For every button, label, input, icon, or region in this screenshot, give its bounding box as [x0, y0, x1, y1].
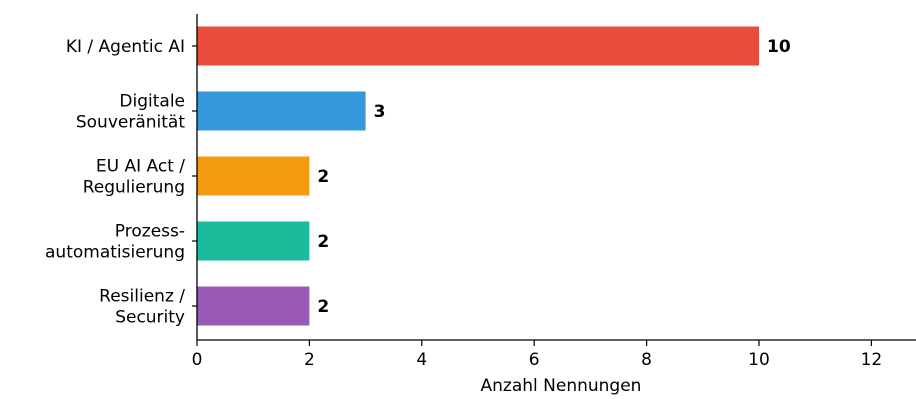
value-label-4: 2 [317, 297, 329, 317]
x-tick-label-6: 12 [861, 350, 883, 370]
x-axis-title: Anzahl Nennungen [481, 376, 642, 396]
x-tick-label-1: 2 [304, 350, 315, 370]
bar-4 [197, 286, 310, 326]
category-label-1: Digitale Souveränität [76, 92, 185, 133]
bar-1 [197, 91, 366, 131]
bar-0 [197, 26, 759, 66]
bar-3 [197, 221, 310, 261]
value-label-3: 2 [317, 232, 329, 252]
x-tick-label-2: 4 [416, 350, 427, 370]
plot-area: 10 KI / Agentic AI 3 Digitale Souveränität 2 E… [45, 26, 883, 370]
category-label-0: KI / Agentic AI [66, 37, 185, 57]
value-label-2: 2 [317, 167, 329, 187]
value-label-0: 10 [767, 37, 791, 57]
value-label-1: 3 [374, 102, 386, 122]
bar-2 [197, 156, 310, 196]
x-tick-label-3: 6 [529, 350, 540, 370]
x-tick-label-5: 10 [748, 350, 770, 370]
category-label-4: Resilienz / Security [99, 287, 185, 328]
x-tick-label-0: 0 [192, 350, 203, 370]
x-tick-label-4: 8 [641, 350, 652, 370]
category-label-2: EU AI Act / Regulierung [83, 157, 186, 198]
category-label-3: Prozess-automatisierung [45, 222, 185, 263]
